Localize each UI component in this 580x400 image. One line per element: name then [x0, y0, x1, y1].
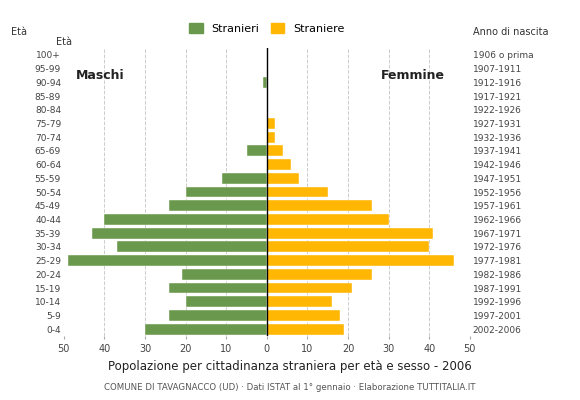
Bar	[246, 145, 267, 156]
Bar	[267, 214, 389, 225]
Text: COMUNE DI TAVAGNACCO (UD) · Dati ISTAT al 1° gennaio · Elaborazione TUTTITALIA.I: COMUNE DI TAVAGNACCO (UD) · Dati ISTAT a…	[104, 383, 476, 392]
Bar	[104, 214, 267, 225]
Text: Popolazione per cittadinanza straniera per età e sesso - 2006: Popolazione per cittadinanza straniera p…	[108, 360, 472, 373]
Bar	[267, 186, 328, 198]
Bar	[267, 173, 299, 184]
Bar	[267, 241, 429, 252]
Bar	[169, 200, 267, 211]
Bar	[186, 186, 267, 198]
Bar	[267, 255, 454, 266]
Bar	[117, 241, 267, 252]
Text: Maschi: Maschi	[76, 69, 125, 82]
Text: Età: Età	[56, 37, 72, 47]
Bar	[267, 132, 275, 143]
Bar	[68, 255, 267, 266]
Bar	[267, 282, 352, 294]
Bar	[145, 324, 267, 335]
Bar	[267, 228, 433, 239]
Bar	[267, 310, 340, 321]
Bar	[267, 159, 291, 170]
Legend: Stranieri, Straniere: Stranieri, Straniere	[185, 19, 349, 38]
Bar	[92, 228, 267, 239]
Bar	[267, 118, 275, 129]
Bar	[182, 269, 267, 280]
Bar	[263, 77, 267, 88]
Text: Età: Età	[11, 27, 27, 37]
Bar	[267, 200, 372, 211]
Bar	[267, 269, 372, 280]
Bar	[267, 296, 332, 307]
Bar	[267, 324, 344, 335]
Bar	[169, 310, 267, 321]
Text: Femmine: Femmine	[380, 69, 444, 82]
Bar	[169, 282, 267, 294]
Bar	[186, 296, 267, 307]
Text: Anno di nascita: Anno di nascita	[473, 27, 548, 37]
Bar	[267, 145, 283, 156]
Bar	[222, 173, 267, 184]
